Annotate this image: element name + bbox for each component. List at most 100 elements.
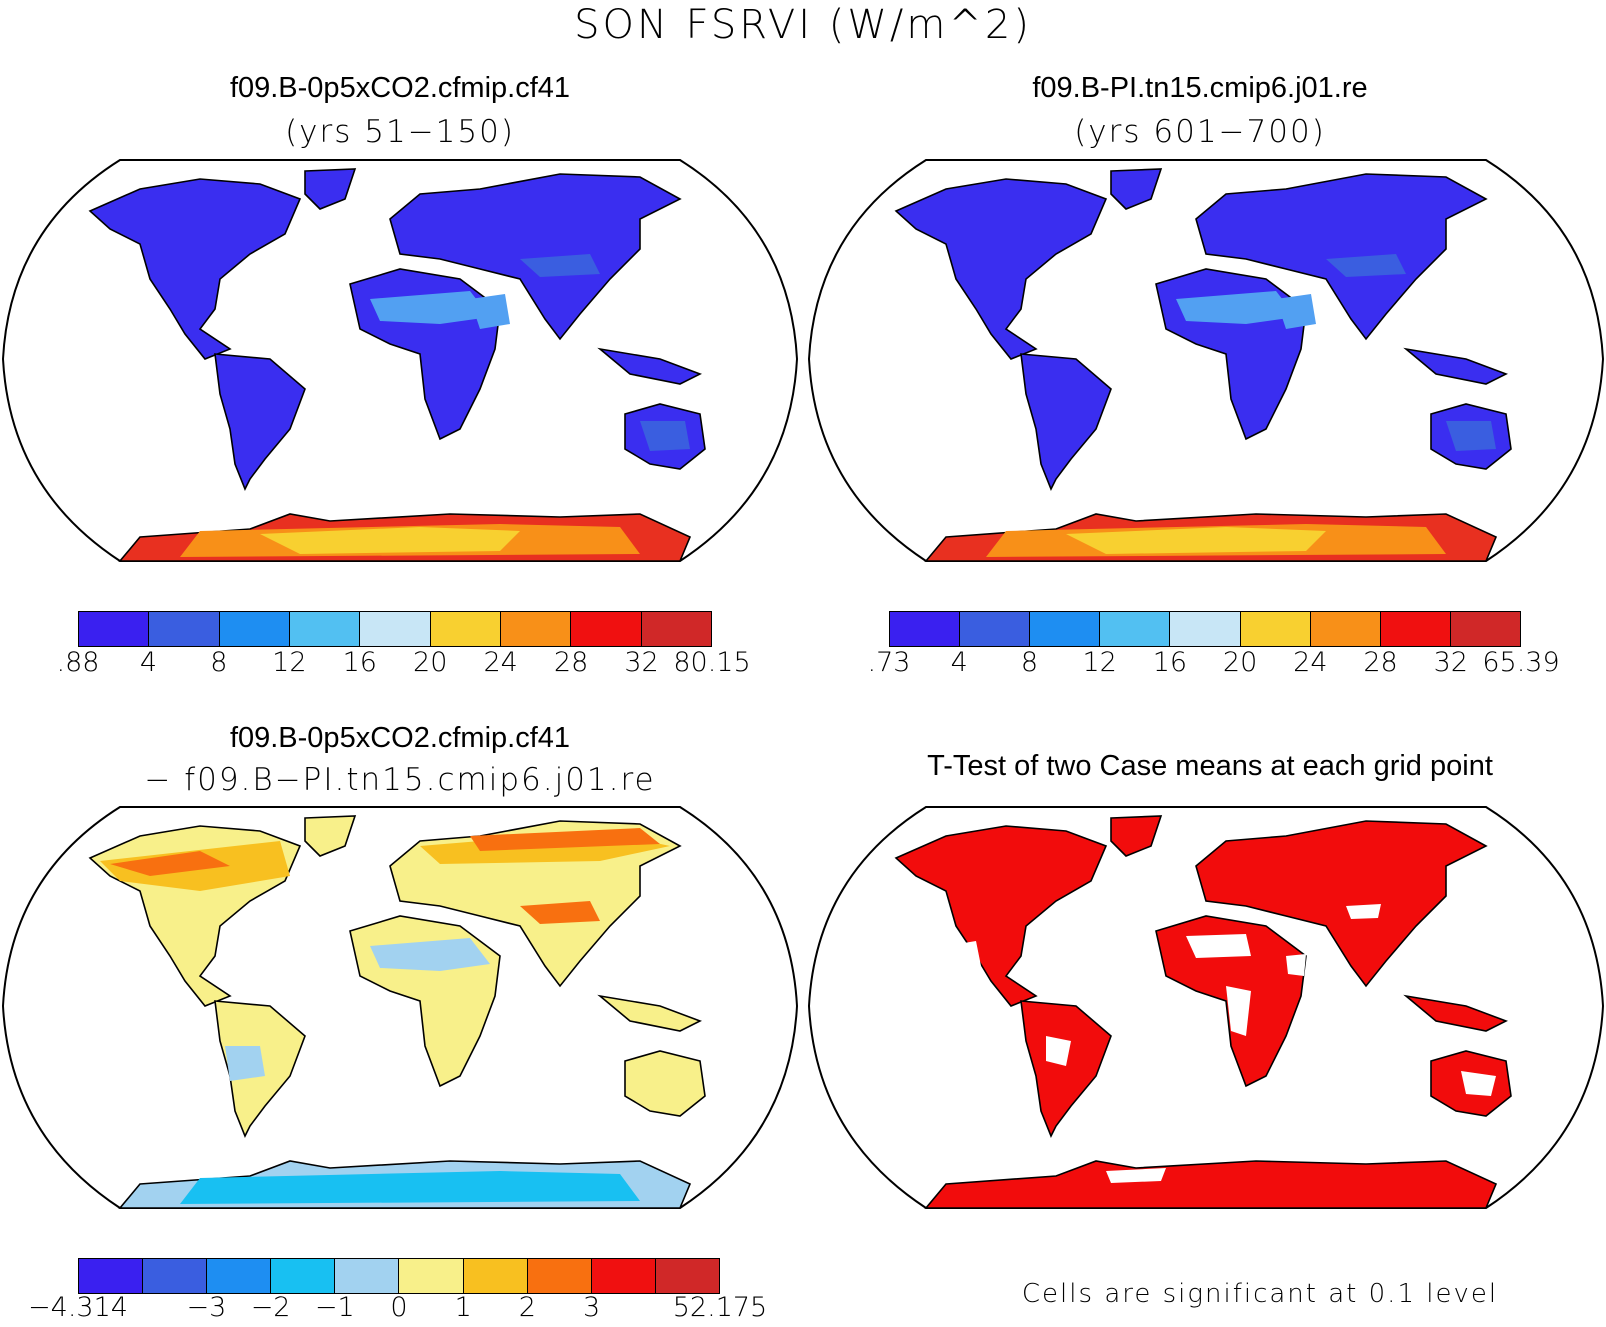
colorbar-tick-label: 20 (1222, 647, 1258, 678)
colorbar-swatch (1450, 612, 1520, 646)
tibet-patch (520, 901, 600, 924)
panel2-subtitle: (yrs 601−700) (1074, 114, 1326, 150)
namerica-landmass (894, 178, 1108, 360)
colorbar-tick-label: 20 (413, 647, 448, 678)
colorbar-tick-label: 28 (553, 647, 589, 678)
colorbar-tick-label: 4 (950, 647, 968, 678)
antarctic-core (260, 527, 520, 554)
colorbar-swatch (1240, 612, 1311, 646)
samerica-landmass (1020, 1000, 1112, 1138)
arabia-patch (470, 294, 510, 329)
sahara-patch (1176, 291, 1296, 324)
colorbar-swatch (143, 1259, 208, 1293)
colorbar-swatch (591, 1259, 656, 1293)
colorbar-swatch (463, 1259, 528, 1293)
colorbar-tick-label: 1 (454, 1292, 472, 1323)
colorbar-swatch (1100, 612, 1171, 646)
panel1-subtitle: (yrs 51−150) (285, 114, 515, 150)
greenland-landmass (1110, 815, 1163, 857)
colorbar-tick-label: 0 (390, 1292, 408, 1323)
colorbar-tick-label: 65.39 (1482, 647, 1560, 678)
antarctic-band (180, 1171, 640, 1204)
colorbar-swatch (219, 612, 290, 646)
arctic-core (470, 828, 660, 851)
colorbar-swatch (430, 612, 501, 646)
significance-note: Cells are significant at 0.1 level (1021, 1279, 1499, 1309)
nonsignificant-patch (1226, 986, 1251, 1036)
panel3-title: f09.B-0p5xCO2.cfmip.cf41 (229, 722, 571, 754)
colorbar-swatch (271, 1259, 336, 1293)
nonsignificant-patch (1106, 1168, 1166, 1183)
samerica-landmass (1020, 353, 1112, 491)
colorbar-tick-label: .73 (867, 647, 911, 678)
colorbar-tick-label: −1 (314, 1292, 355, 1323)
field-patches (946, 904, 1496, 1183)
nonsignificant-patch (1346, 904, 1381, 919)
colorbar-swatch (399, 1259, 464, 1293)
panel4-map (807, 806, 1605, 1209)
australia-patch (1446, 421, 1496, 451)
colorbar-swatch (1030, 612, 1101, 646)
colorbar-tick-label: 4 (139, 647, 158, 678)
colorbar-swatch (289, 612, 361, 646)
indonesia-landmass (1403, 347, 1508, 385)
nonsignificant-patch (1046, 1036, 1071, 1066)
colorbar-swatch (207, 1259, 272, 1293)
panel3-map (1, 806, 799, 1209)
colorbar-tick-label: 28 (1363, 647, 1398, 678)
eurasia-landmass (1195, 820, 1488, 988)
samerica-landmass (214, 353, 306, 491)
greenland-landmass (1110, 168, 1163, 210)
colorbar-swatch (1170, 612, 1241, 646)
colorbar-tick-label: −4.314 (28, 1292, 128, 1323)
colorbar-swatch (655, 1259, 719, 1293)
namerica-landmass (88, 178, 302, 360)
panel1-colorbar (78, 611, 712, 647)
antarctic-core (1066, 527, 1326, 554)
colorbar-swatch (500, 612, 572, 646)
colorbar-swatch (890, 612, 961, 646)
panel3-subtitle: − f09.B−PI.tn15.cmip6.j01.re (144, 762, 656, 798)
arabia-patch (1276, 294, 1316, 329)
colorbar-tick-label: −3 (186, 1292, 227, 1323)
indonesia-landmass (597, 347, 702, 385)
indonesia-landmass (1403, 994, 1508, 1032)
field-patches (180, 254, 690, 557)
colorbar-tick-label: 2 (518, 1292, 536, 1323)
colorbar-tick-label: 80.15 (673, 647, 751, 678)
greenland-landmass (304, 168, 357, 210)
antarctica-landmass (924, 1160, 1498, 1209)
indonesia-landmass (597, 994, 702, 1032)
field-patches (986, 254, 1496, 557)
panel3-colorbar (78, 1258, 720, 1294)
field-patches (100, 828, 670, 1204)
samerica-patch (225, 1046, 265, 1081)
colorbar-tick-label: −2 (250, 1292, 291, 1323)
colorbar-tick-label: 12 (1082, 647, 1117, 678)
colorbar-tick-label: 52.175 (672, 1292, 768, 1323)
colorbar-swatch (641, 612, 711, 646)
nonsignificant-patch (1286, 954, 1306, 976)
colorbar-tick-label: 16 (1152, 647, 1188, 678)
tibet-patch (520, 254, 600, 277)
colorbar-swatch (960, 612, 1031, 646)
sahara-patch (370, 938, 490, 971)
colorbar-swatch (79, 612, 150, 646)
sahara-patch (370, 291, 490, 324)
colorbar-tick-label: 12 (272, 647, 307, 678)
panel1-map (1, 159, 799, 562)
panel2-map (807, 159, 1605, 562)
colorbar-swatch (335, 1259, 400, 1293)
colorbar-swatch (571, 612, 642, 646)
panel2-colorbar (889, 611, 1521, 647)
tibet-patch (1326, 254, 1406, 277)
panel4-title: T-Test of two Case means at each grid po… (927, 750, 1493, 782)
colorbar-tick-label: 24 (483, 647, 518, 678)
colorbar-tick-label: 3 (583, 1292, 601, 1323)
nonsignificant-patch (1461, 1071, 1496, 1096)
eurasia-landmass (1195, 173, 1488, 341)
colorbar-tick-label: 32 (624, 647, 659, 678)
figure-title: SON FSRVI (W/m^2) (574, 2, 1032, 48)
australia-patch (640, 421, 690, 451)
panel2-title: f09.B-PI.tn15.cmip6.j01.re (1032, 72, 1368, 104)
